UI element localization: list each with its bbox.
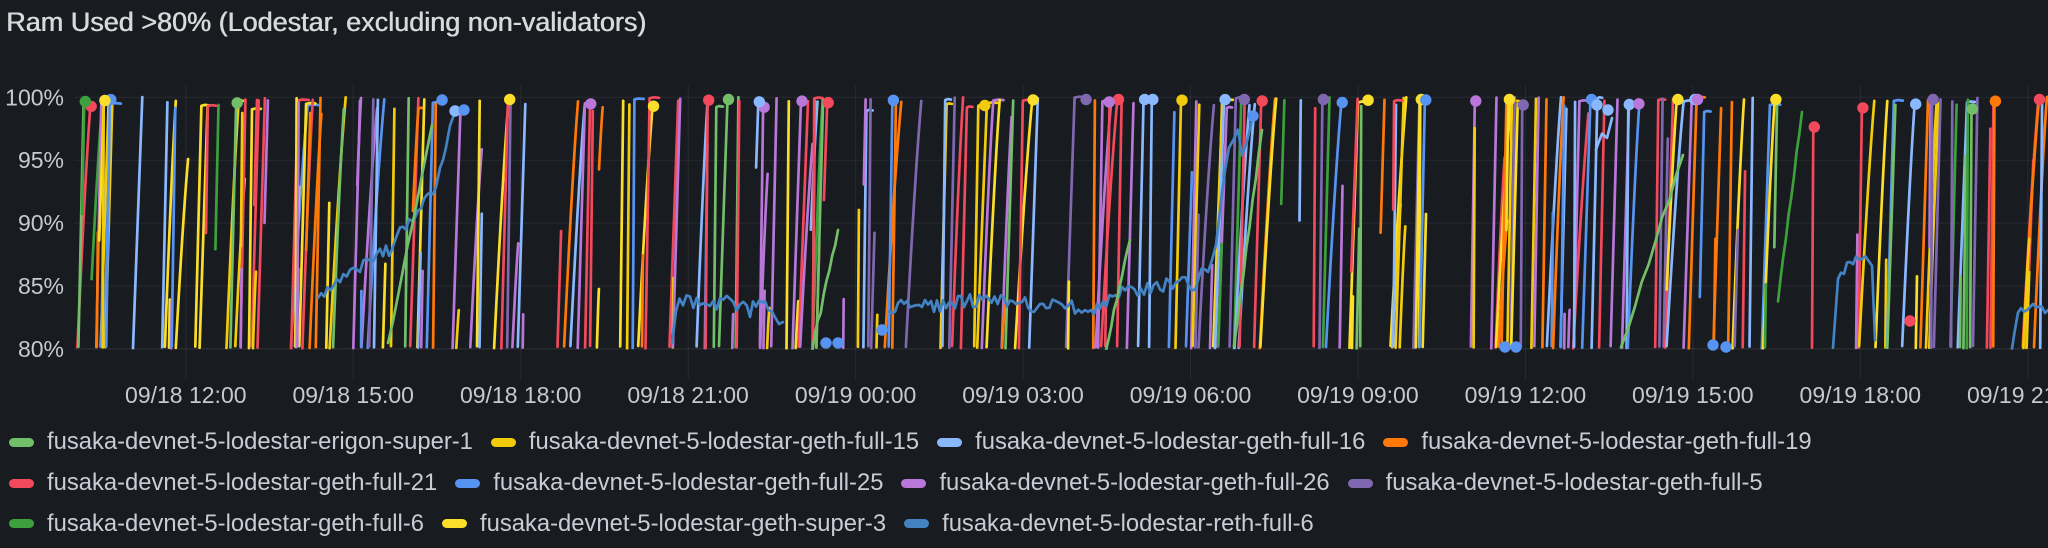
svg-text:09/19 12:00: 09/19 12:00 [1465,382,1587,408]
svg-text:95%: 95% [18,147,64,173]
svg-text:85%: 85% [18,273,64,299]
svg-text:09/18 12:00: 09/18 12:00 [125,382,247,408]
svg-text:90%: 90% [18,210,64,236]
svg-text:09/18 21:00: 09/18 21:00 [627,382,749,408]
svg-text:09/19 09:00: 09/19 09:00 [1297,382,1419,408]
svg-text:09/19 18:00: 09/19 18:00 [1800,382,1922,408]
svg-text:09/19 03:00: 09/19 03:00 [962,382,1084,408]
svg-text:09/19 06:00: 09/19 06:00 [1130,382,1252,408]
svg-text:100%: 100% [5,84,64,110]
svg-text:09/19 21:00: 09/19 21:00 [1967,382,2048,408]
svg-text:80%: 80% [18,336,64,362]
svg-text:09/19 00:00: 09/19 00:00 [795,382,917,408]
svg-text:09/18 18:00: 09/18 18:00 [460,382,582,408]
svg-text:09/19 15:00: 09/19 15:00 [1632,382,1754,408]
svg-text:09/18 15:00: 09/18 15:00 [292,382,414,408]
